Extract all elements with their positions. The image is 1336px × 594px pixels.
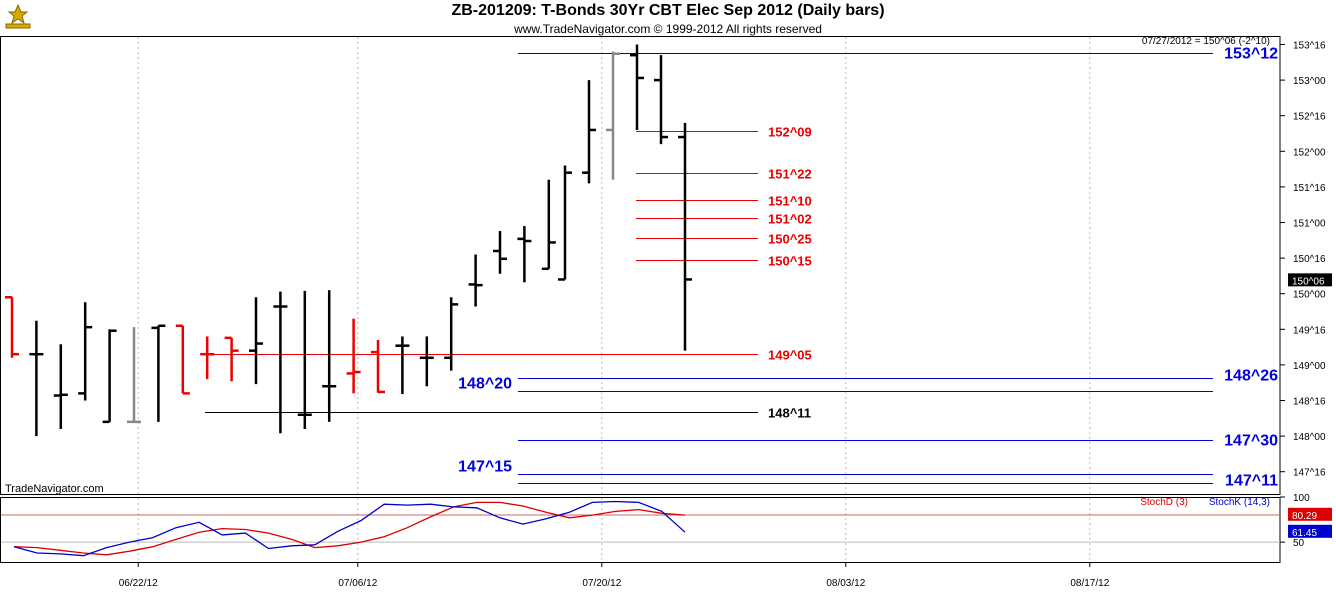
- ohlc-bar: [322, 290, 337, 422]
- level-label-148-20: 148^20: [458, 376, 512, 393]
- stoch-last-tag: [1288, 507, 1332, 521]
- ohlc-bar: [175, 324, 190, 395]
- level-label-151-02: 151^02: [768, 212, 812, 227]
- date-tick-label: 08/17/12: [1070, 578, 1109, 589]
- price-axis: 147^16 148^00 148^16 149^00 149^16 150^00 150^…: [1280, 41, 1332, 479]
- ohlc-bar: [395, 336, 410, 395]
- ohlc-bar: [678, 122, 692, 351]
- level-label-147-11: 147^11: [1225, 473, 1278, 490]
- ohlc-bar: [249, 297, 263, 385]
- date-tick-label: 08/03/12: [826, 578, 865, 589]
- chart-title: ZB-201209: T-Bonds 30Yr CBT Elec Sep 201…: [451, 2, 885, 19]
- price-tick-label: 153^16: [1293, 41, 1326, 52]
- level-label-151-10: 151^10: [768, 194, 812, 209]
- chart-grid: [137, 37, 1091, 562]
- last-price-tag: [1288, 273, 1332, 287]
- date-axis: 06/22/12 07/06/12 07/20/12 08/03/12 08/17/12: [119, 562, 1110, 589]
- ohlc-bar: [200, 336, 215, 380]
- stoch-series-line: [13, 500, 686, 557]
- level-label-147-30: 147^30: [1224, 433, 1278, 450]
- price-tick-label: 149^00: [1293, 361, 1326, 372]
- price-tick-label: 148^16: [1293, 397, 1326, 408]
- price-tick-label: 150^00: [1293, 290, 1326, 301]
- ohlc-bar: [346, 318, 361, 394]
- stoch-tick-label: 50: [1293, 538, 1305, 549]
- price-plot-border: [0, 36, 1281, 495]
- stoch-plot-border: [0, 497, 1281, 563]
- ohlc-bar: [273, 291, 288, 434]
- ohlc-bar: [630, 44, 644, 130]
- stoch-series-line: [13, 501, 686, 556]
- price-tick-label: 151^16: [1293, 183, 1326, 194]
- ohlc-bar: [654, 55, 668, 145]
- level-label-150-25: 150^25: [768, 232, 812, 247]
- price-tick-label: 148^00: [1293, 432, 1326, 443]
- level-label-151-22: 151^22: [768, 167, 812, 182]
- level-label-149-05: 149^05: [768, 348, 812, 363]
- level-label-147-15: 147^15: [458, 459, 512, 476]
- price-tick-label: 153^00: [1293, 76, 1326, 87]
- ohlc-bar: [53, 344, 68, 429]
- ohlc-bar: [5, 296, 19, 358]
- price-tick-label: 151^00: [1293, 219, 1326, 230]
- level-label-153-12: 153^12: [1224, 46, 1278, 63]
- stoch-legend-label: StochK (14,3): [1209, 497, 1270, 508]
- ohlc-bar: [606, 51, 620, 180]
- ohlc-bar: [29, 320, 44, 437]
- date-tick-label: 06/22/12: [119, 578, 158, 589]
- date-tick-label: 07/06/12: [338, 578, 377, 589]
- stochastic-panel: 50 100 StochD (3) 80.29 StochK (14,3) 61.45: [1, 493, 1332, 557]
- ohlc-bar: [517, 226, 532, 283]
- price-tick-label: 147^16: [1293, 468, 1326, 479]
- price-tick-label: 149^16: [1293, 325, 1326, 336]
- level-label-148-26: 148^26: [1224, 368, 1278, 385]
- ohlc-bar: [493, 231, 507, 274]
- stoch-legend-label: StochD (3): [1140, 497, 1188, 508]
- date-tick-label: 07/20/12: [582, 578, 621, 589]
- ohlc-bar: [78, 302, 93, 401]
- stoch-tick-label: 100: [1293, 493, 1310, 504]
- ohlc-bar: [371, 339, 385, 394]
- ohlc-bar: [151, 324, 166, 422]
- tradenavigator-logo: [5, 3, 31, 29]
- stoch-last-tag: [1288, 524, 1332, 538]
- level-label-152-09: 152^09: [768, 125, 812, 140]
- price-bars: [5, 44, 692, 437]
- ohlc-bar: [297, 290, 312, 429]
- last-close-readout: 07/27/2012 = 150^06 (-2^10): [1142, 36, 1270, 47]
- ohlc-bar: [582, 80, 596, 184]
- ohlc-bar: [419, 336, 434, 387]
- last-price-tag-label: 150^06: [1292, 276, 1325, 287]
- ohlc-bar: [558, 165, 572, 281]
- ohlc-bar: [468, 254, 483, 307]
- ohlc-bar: [444, 297, 459, 371]
- price-tick-label: 150^16: [1293, 254, 1326, 265]
- ohlc-bar: [224, 336, 239, 382]
- price-levels: 153^12 152^09 151^22 151^10 151^02 150^25 150^…: [205, 46, 1278, 490]
- stoch-last-tag-label: 80.29: [1292, 511, 1317, 522]
- ohlc-bar: [102, 329, 117, 424]
- stoch-last-tag-label: 61.45: [1292, 528, 1317, 539]
- price-tick-label: 152^16: [1293, 112, 1326, 123]
- level-label-148-11: 148^11: [768, 406, 811, 421]
- price-tick-label: 152^00: [1293, 147, 1326, 158]
- ohlc-bar: [127, 327, 141, 424]
- copyright-notice: www.TradeNavigator.com © 1999-2012 All r…: [514, 22, 822, 36]
- ohlc-bar: [541, 179, 556, 271]
- chart-frame: [0, 36, 1281, 563]
- watermark: TradeNavigator.com: [5, 483, 104, 495]
- level-label-150-15: 150^15: [768, 254, 812, 269]
